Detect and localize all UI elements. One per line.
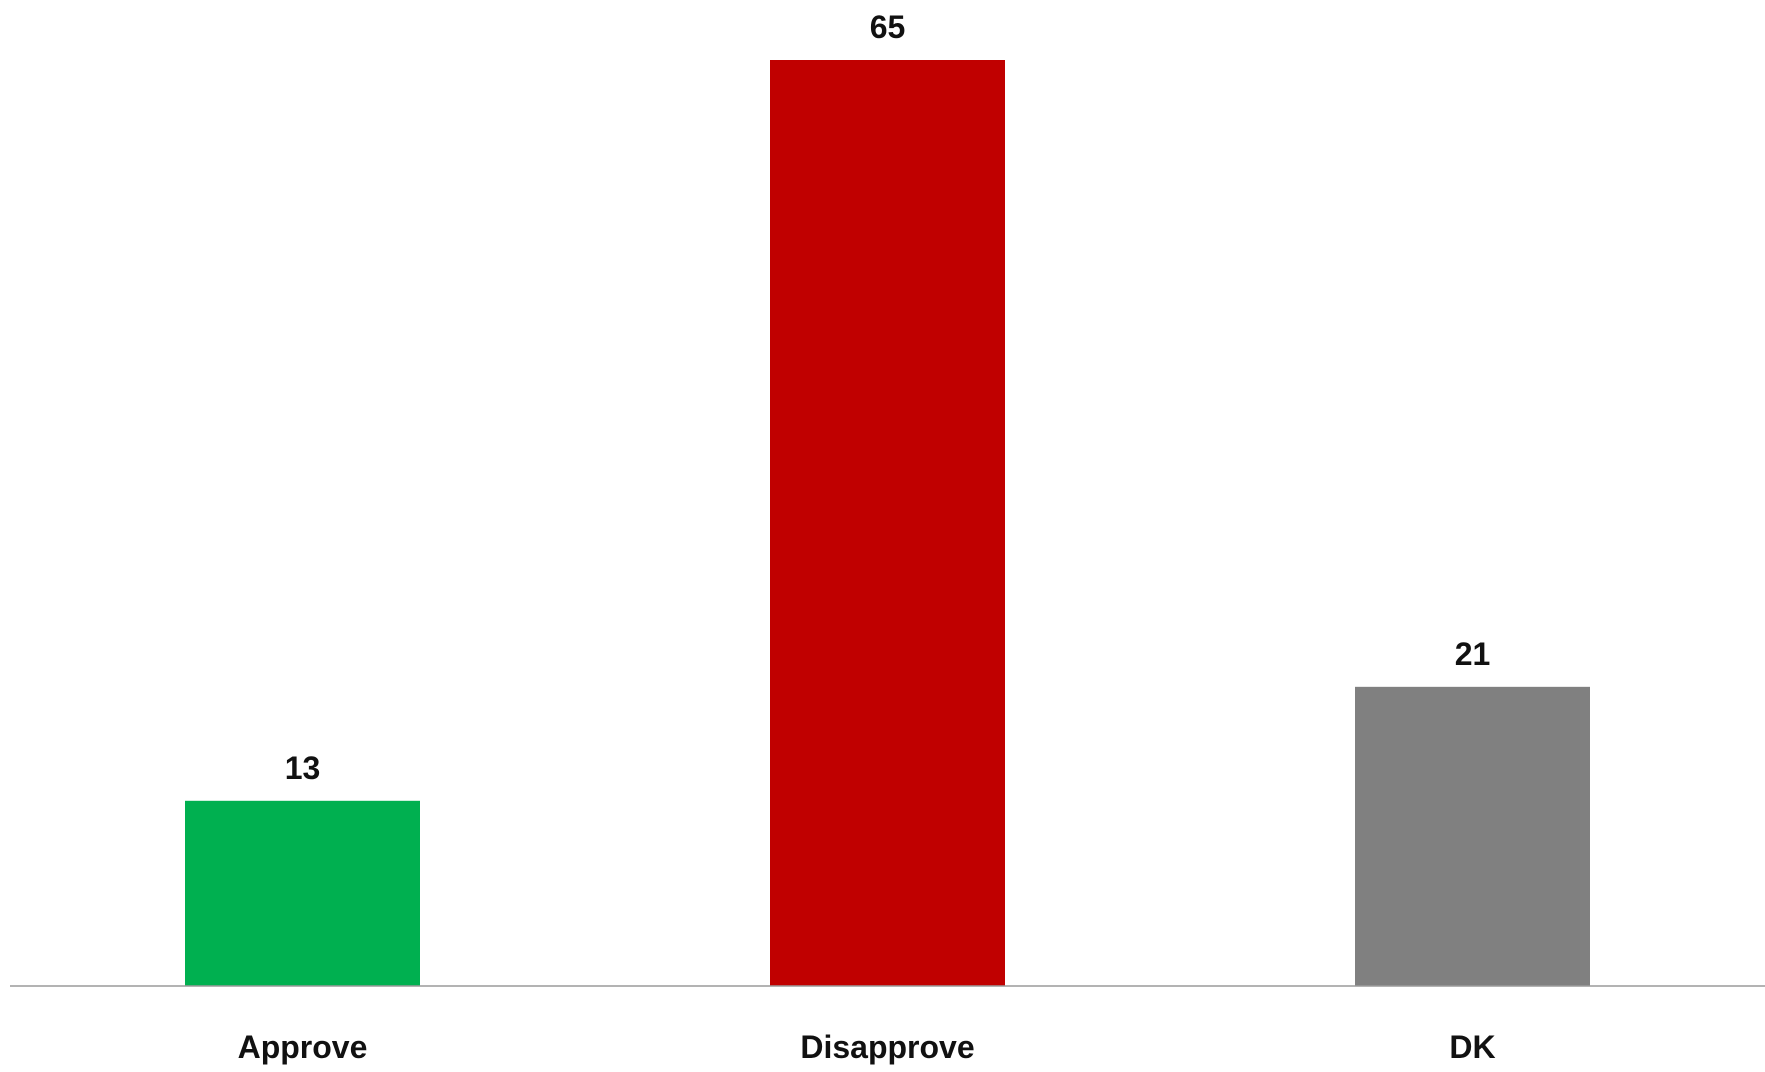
category-label-disapprove: Disapprove [800, 1029, 974, 1065]
category-label-dk: DK [1449, 1029, 1495, 1065]
value-labels-layer: 13 65 21 [285, 9, 1491, 786]
category-labels-layer: Approve Disapprove DK [238, 1029, 1496, 1065]
bar-approve [185, 800, 420, 986]
bar-dk [1355, 686, 1590, 986]
bar-disapprove [770, 60, 1005, 986]
value-label-disapprove: 65 [870, 9, 906, 45]
bars-layer [185, 60, 1590, 986]
value-label-dk: 21 [1455, 636, 1491, 672]
category-label-approve: Approve [238, 1029, 368, 1065]
value-label-approve: 13 [285, 750, 321, 786]
